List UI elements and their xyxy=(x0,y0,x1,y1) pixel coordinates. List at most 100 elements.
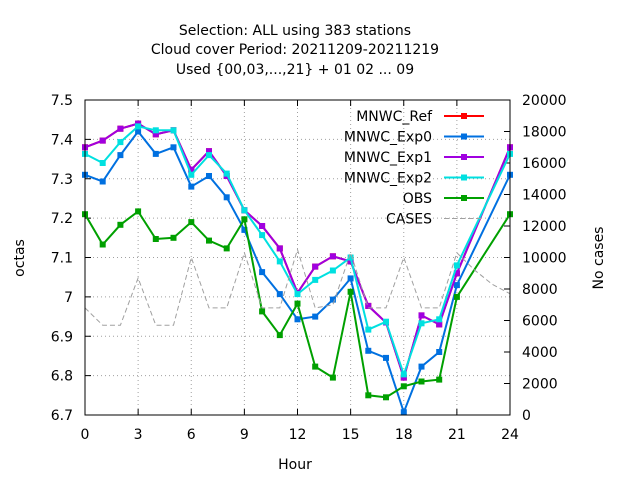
y-tick-label-3: 7 xyxy=(64,290,73,306)
chart-title-line-1: Selection: ALL using 383 stations xyxy=(179,23,411,39)
y-tick-label-0: 6.7 xyxy=(51,408,73,424)
point-obs-12 xyxy=(294,300,301,307)
point-mnwc-exp0-1 xyxy=(99,178,106,185)
point-mnwc-exp1-16 xyxy=(365,302,372,309)
chart-title-line-2: Cloud cover Period: 20211209-20211219 xyxy=(151,42,439,58)
point-obs-2 xyxy=(117,221,124,228)
point-mnwc-exp2-16 xyxy=(365,326,372,333)
legend-marker-4 xyxy=(461,195,467,201)
point-mnwc-exp1-19 xyxy=(418,312,425,319)
x-tick-label-1: 3 xyxy=(134,427,143,443)
point-mnwc-exp0-2 xyxy=(117,152,124,159)
y-tick-label-5: 7.2 xyxy=(51,211,73,227)
point-mnwc-exp0-9 xyxy=(241,226,248,233)
legend-marker-2 xyxy=(461,154,467,160)
point-mnwc-exp0-6 xyxy=(188,183,195,190)
y2-tick-label-0: 0 xyxy=(522,408,531,424)
point-mnwc-exp0-10 xyxy=(259,269,266,276)
point-obs-21 xyxy=(453,293,460,300)
legend-marker-1 xyxy=(461,133,467,140)
point-obs-14 xyxy=(329,374,336,381)
y2-tick-label-6: 12000 xyxy=(522,219,567,235)
x-tick-label-6: 18 xyxy=(395,427,413,443)
legend-label-2: MNWC_Exp1 xyxy=(344,150,432,166)
point-obs-1 xyxy=(99,241,106,248)
point-mnwc-exp2-5 xyxy=(170,127,177,134)
x-tick-label-4: 12 xyxy=(289,427,307,443)
y2-tick-label-5: 10000 xyxy=(522,251,567,267)
grid xyxy=(85,100,510,415)
point-obs-16 xyxy=(365,392,372,399)
point-obs-7 xyxy=(206,237,212,244)
y-tick-label-6: 7.3 xyxy=(51,172,73,188)
y-tick-label-7: 7.4 xyxy=(51,132,73,148)
y2-tick-label-9: 18000 xyxy=(522,125,567,141)
point-mnwc-exp1-20 xyxy=(436,321,443,328)
point-mnwc-exp0-14 xyxy=(329,296,336,303)
legend-marker-0 xyxy=(461,113,467,119)
point-mnwc-exp0-11 xyxy=(276,291,283,298)
series xyxy=(82,120,513,416)
point-obs-5 xyxy=(170,234,177,241)
x-axis-label: Hour xyxy=(278,457,312,473)
point-mnwc-exp0-4 xyxy=(152,150,159,157)
x-tick-label-7: 21 xyxy=(448,427,466,443)
point-obs-17 xyxy=(383,394,389,401)
point-mnwc-exp2-13 xyxy=(312,276,319,283)
point-mnwc-exp0-15 xyxy=(347,275,354,282)
point-mnwc-exp2-9 xyxy=(241,207,248,214)
point-mnwc-exp2-15 xyxy=(347,254,354,261)
point-mnwc-exp2-7 xyxy=(206,152,212,159)
point-mnwc-exp2-3 xyxy=(135,123,142,130)
y2-tick-label-3: 6000 xyxy=(522,314,558,330)
x-tick-label-5: 15 xyxy=(342,427,360,443)
y2-tick-label-8: 16000 xyxy=(522,156,567,172)
legend-label-0: MNWC_Ref xyxy=(356,109,433,125)
point-mnwc-exp0-7 xyxy=(206,173,212,179)
x-tick-label-8: 24 xyxy=(501,427,519,443)
series-line-mnwc-exp0 xyxy=(84,129,511,416)
point-mnwc-exp2-2 xyxy=(117,139,124,146)
point-mnwc-exp1-2 xyxy=(117,125,124,132)
point-mnwc-exp0-8 xyxy=(223,194,230,201)
x-tick-label-0: 0 xyxy=(81,427,90,443)
point-mnwc-exp0-21 xyxy=(453,282,460,289)
point-obs-20 xyxy=(436,376,443,383)
point-mnwc-exp2-19 xyxy=(418,320,425,327)
y2-tick-label-7: 14000 xyxy=(522,188,567,204)
y2-tick-label-4: 8000 xyxy=(522,282,558,298)
point-mnwc-exp0-17 xyxy=(383,354,389,361)
point-mnwc-exp2-20 xyxy=(436,316,443,323)
point-mnwc-exp0-3 xyxy=(135,128,142,135)
point-obs-11 xyxy=(276,332,283,339)
point-mnwc-exp2-6 xyxy=(188,171,195,178)
point-mnwc-exp1-1 xyxy=(99,137,106,144)
point-mnwc-exp2-12 xyxy=(294,291,301,298)
point-mnwc-exp2-18 xyxy=(400,371,407,378)
plot-frame xyxy=(84,99,511,416)
point-mnwc-exp1-4 xyxy=(152,131,159,138)
point-obs-10 xyxy=(259,308,266,315)
point-mnwc-exp0-19 xyxy=(418,363,425,370)
point-mnwc-exp0-16 xyxy=(365,347,372,354)
point-mnwc-exp0-12 xyxy=(294,316,301,323)
point-mnwc-exp0-5 xyxy=(170,144,177,151)
chart-title-line-3: Used {00,03,...,21} + 01 02 ... 09 xyxy=(176,62,414,78)
point-mnwc-exp1-13 xyxy=(312,263,319,270)
point-mnwc-exp2-4 xyxy=(152,127,159,134)
point-obs-13 xyxy=(312,363,319,370)
point-mnwc-exp1-21 xyxy=(453,270,460,277)
point-mnwc-exp0-18 xyxy=(400,409,407,416)
point-mnwc-exp2-17 xyxy=(383,318,389,325)
ticks: 0 3 6 9 12 15 18 21 24 6.7 6.8 6.9 7 7.1 7.2 7.3 7.4 7.5 0… xyxy=(51,93,567,443)
x-tick-label-2: 6 xyxy=(187,427,196,443)
point-obs-15 xyxy=(347,288,354,295)
point-mnwc-exp0-20 xyxy=(436,349,443,355)
legend-label-4: OBS xyxy=(403,191,432,207)
y2-tick-label-10: 20000 xyxy=(522,93,567,109)
x-tick-label-3: 9 xyxy=(240,427,249,443)
point-mnwc-exp2-21 xyxy=(453,262,460,269)
legend-label-3: MNWC_Exp2 xyxy=(344,171,432,187)
